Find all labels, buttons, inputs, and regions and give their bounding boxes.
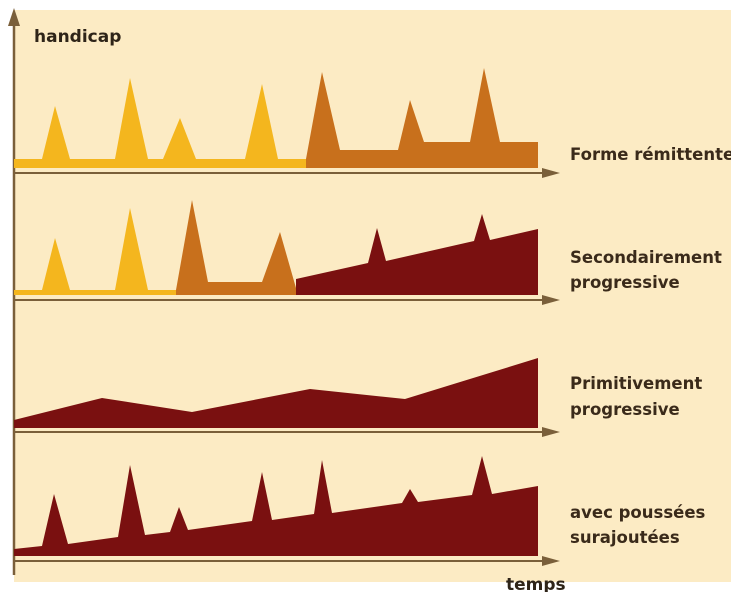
secondary-yellow-relapses: [14, 208, 180, 295]
row-secondary-arrow-icon: [542, 295, 560, 305]
remittent-yellow-relapses: [14, 78, 310, 168]
row-progressive-relapsing-label-line2: surajoutées: [570, 528, 680, 547]
secondary-orange-relapses: [176, 200, 298, 295]
remittent-orange-relapses: [306, 68, 538, 168]
row-primary-progressive: Primitivement progressive: [14, 358, 702, 437]
row-progressive-relapsing-label-line1: avec poussées: [570, 503, 706, 522]
row-remittent-arrow-icon: [542, 168, 560, 178]
row-primary-label-line1: Primitivement: [570, 374, 702, 393]
primary-progressive-phase: [14, 358, 538, 428]
y-axis-label: handicap: [34, 27, 121, 47]
row-progressive-relapsing: avec poussées surajoutées: [14, 456, 706, 566]
x-axis-label: temps: [506, 575, 566, 592]
row-secondary-progressive: Secondairement progressive: [14, 200, 722, 305]
row-primary-label-line2: progressive: [570, 400, 680, 419]
progressive-relapsing-phase: [14, 456, 538, 556]
row-progressive-relapsing-arrow-icon: [542, 556, 560, 566]
row-remittent: Forme rémittente: [14, 68, 731, 178]
row-primary-arrow-icon: [542, 427, 560, 437]
diagram-background: [14, 10, 731, 582]
y-axis-arrow-icon: [8, 8, 20, 26]
secondary-progressive-phase: [296, 214, 538, 295]
row-secondary-label-line2: progressive: [570, 273, 680, 292]
row-secondary-label-line1: Secondairement: [570, 248, 722, 267]
row-remittent-label-line1: Forme rémittente: [570, 145, 731, 164]
